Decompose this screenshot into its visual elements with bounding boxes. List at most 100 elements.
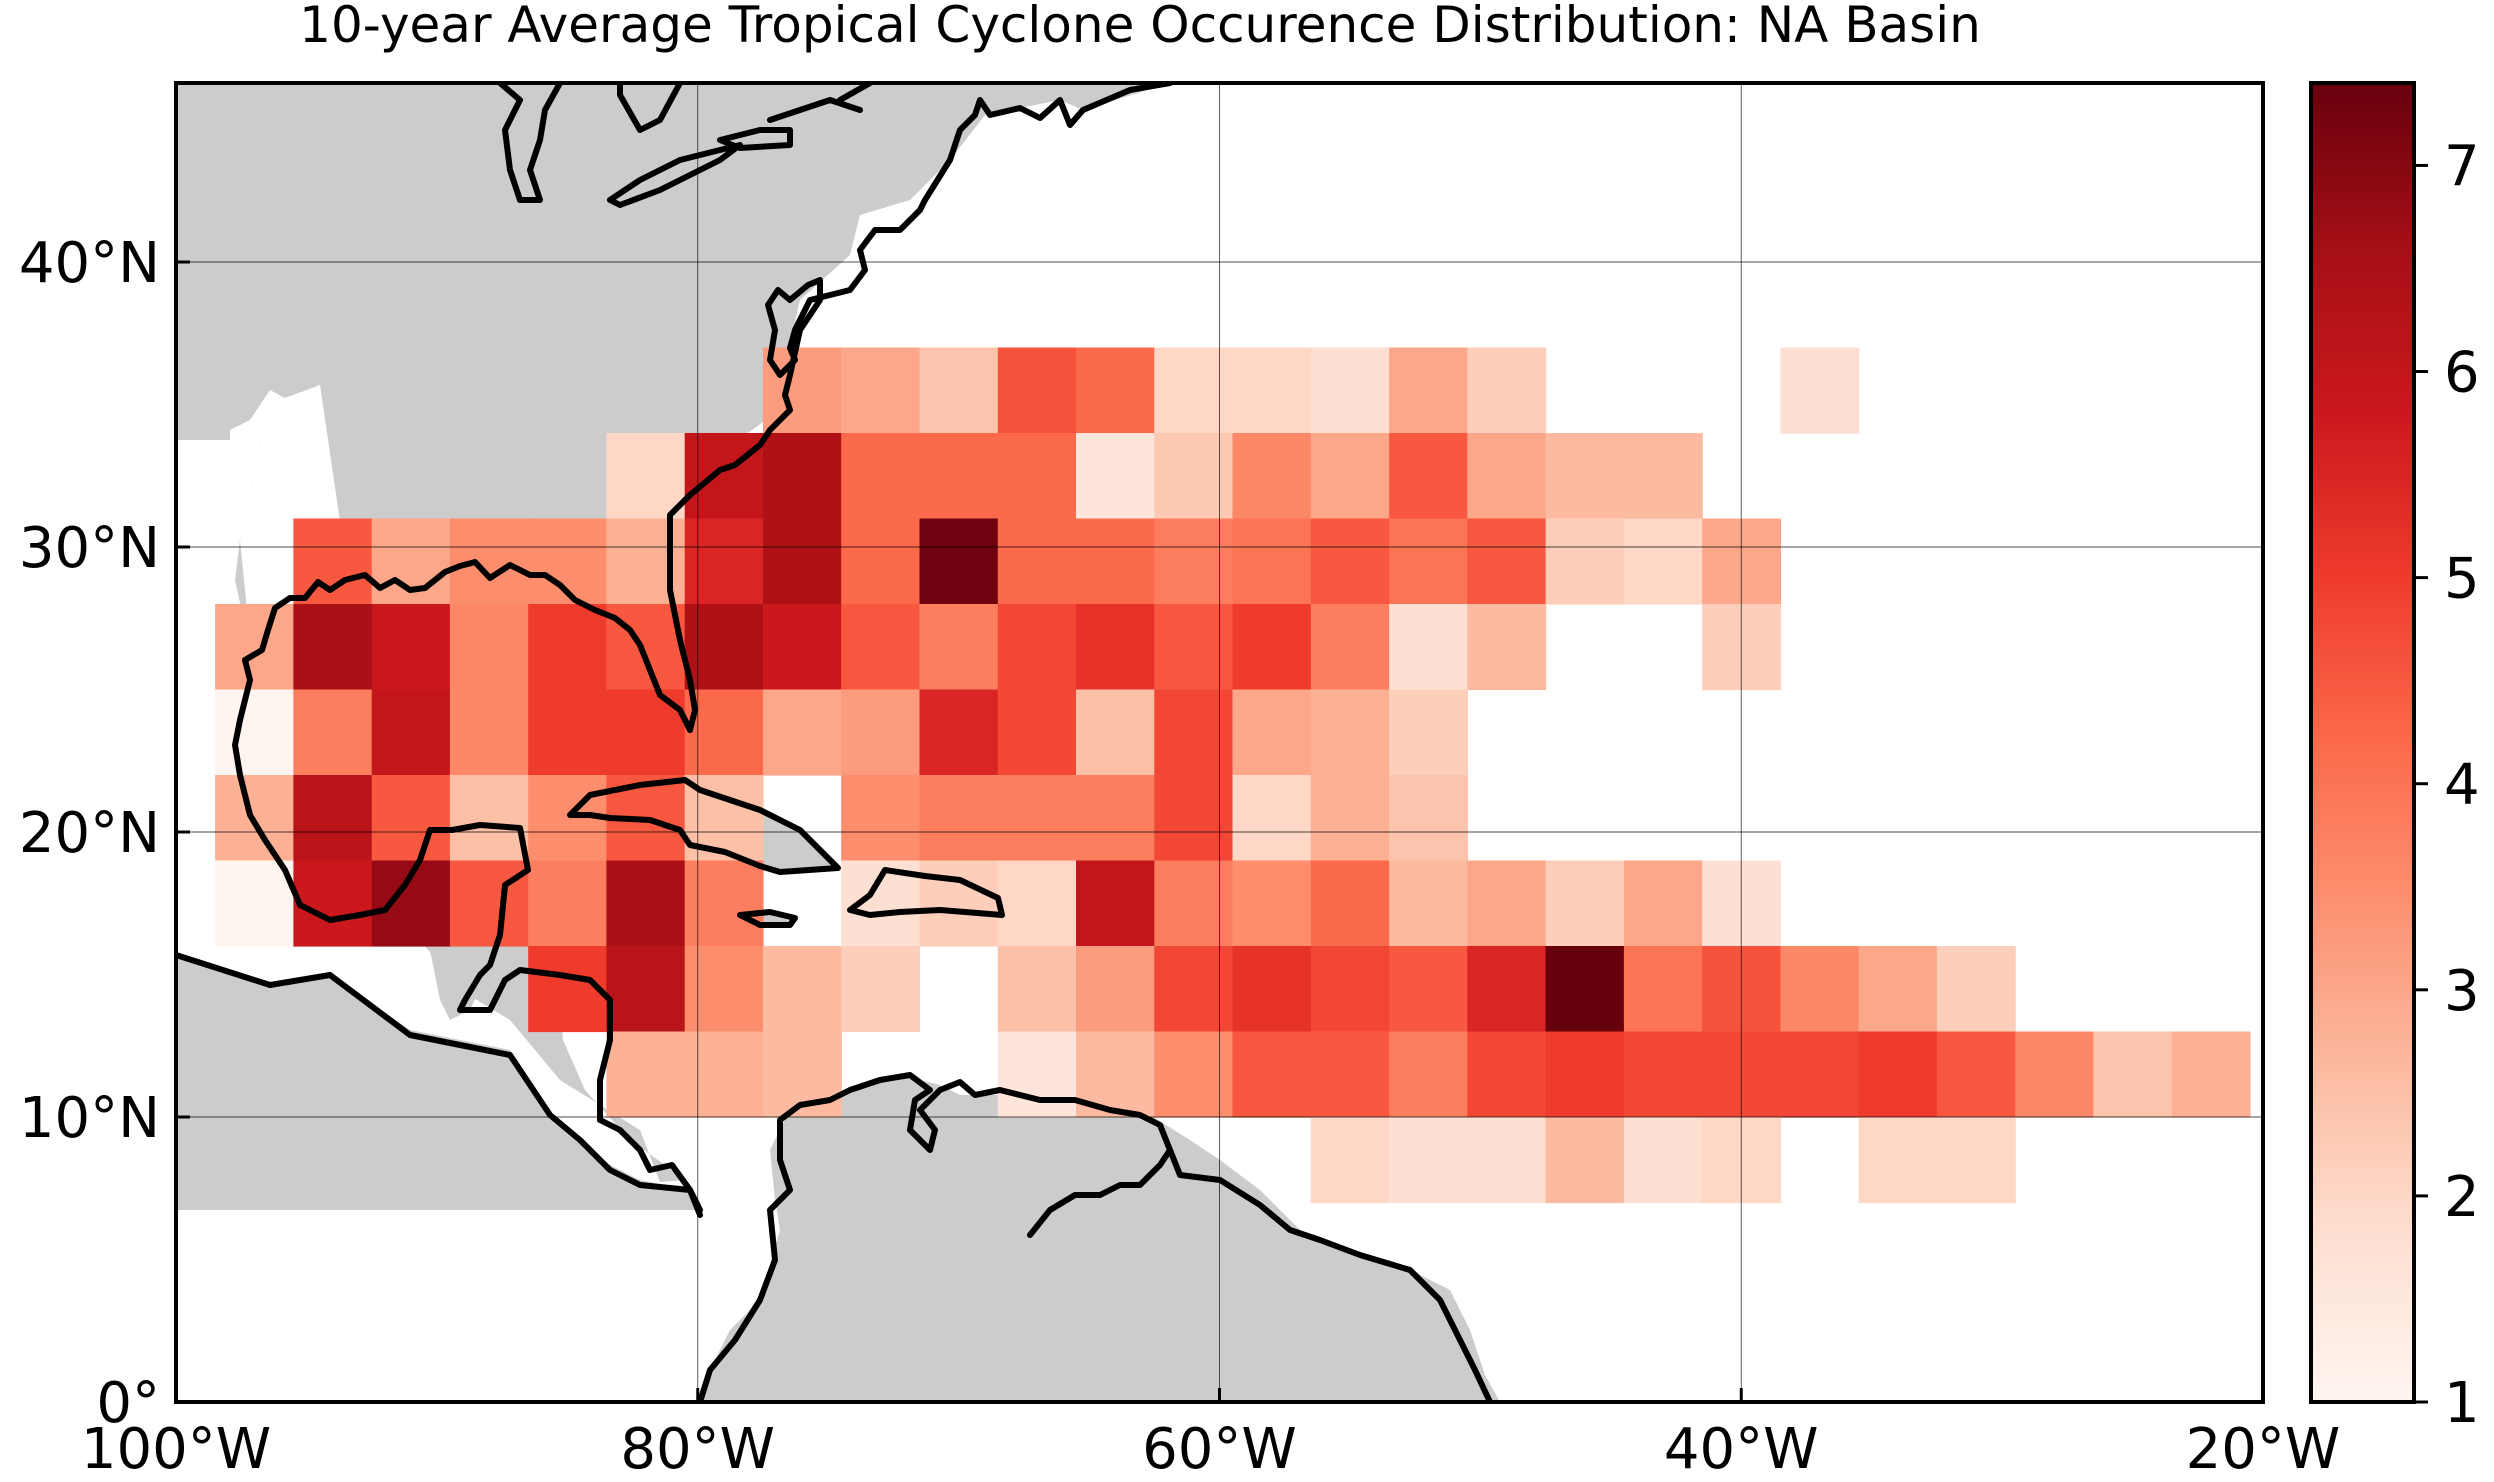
heatmap-cell bbox=[1467, 1031, 1547, 1118]
heatmap-cell bbox=[2093, 1031, 2173, 1118]
heatmap-cell bbox=[763, 604, 842, 691]
heatmap-cell bbox=[1310, 1031, 1390, 1118]
heatmap-cell bbox=[1545, 860, 1625, 947]
heatmap-cell bbox=[1389, 775, 1468, 862]
heatmap-cell bbox=[1310, 347, 1390, 434]
heatmap-cell bbox=[997, 689, 1077, 776]
heatmap-cell bbox=[763, 347, 842, 434]
heatmap-cell bbox=[1232, 860, 1312, 947]
heatmap-cell bbox=[215, 604, 294, 691]
heatmap-cell bbox=[997, 946, 1077, 1033]
heatmap-cell bbox=[841, 604, 921, 691]
heatmap-cell bbox=[997, 1031, 1077, 1118]
heatmap-cell bbox=[528, 946, 608, 1033]
heatmap-cell bbox=[1310, 433, 1390, 520]
north-america-east-coast bbox=[667, 83, 1173, 733]
heatmap-cell bbox=[1232, 775, 1312, 862]
heatmap-cell bbox=[293, 775, 373, 862]
colorbar-fill bbox=[2311, 83, 2414, 1402]
colorbar-tick-label: 3 bbox=[2444, 959, 2480, 1024]
heatmap-cell bbox=[1858, 1031, 1938, 1118]
heatmap-cell bbox=[919, 347, 999, 434]
heatmap-layer bbox=[215, 347, 2251, 1204]
heatmap-cell bbox=[1232, 946, 1312, 1033]
colorbar-tick-label: 5 bbox=[2444, 547, 2480, 612]
heatmap-cell bbox=[684, 946, 764, 1033]
heatmap-cell bbox=[1623, 433, 1703, 520]
heatmap-cell bbox=[1154, 689, 1234, 776]
heatmap-cell bbox=[919, 775, 999, 862]
florida-gulf-coast bbox=[232, 559, 703, 1213]
heatmap-cell bbox=[1467, 860, 1547, 947]
heatmap-cell bbox=[1310, 689, 1390, 776]
heatmap-cell bbox=[1545, 1031, 1625, 1118]
heatmap-cell bbox=[1232, 1031, 1312, 1118]
heatmap-cell bbox=[1154, 604, 1234, 691]
heatmap-cell bbox=[1780, 946, 1860, 1033]
heatmap-cell bbox=[841, 347, 921, 434]
hispaniola-coast bbox=[847, 867, 1005, 918]
jamaica-coast bbox=[737, 909, 798, 928]
heatmap-cell bbox=[1154, 347, 1234, 434]
heatmap-cell bbox=[1936, 946, 2016, 1033]
colorbar: 1 2 3 4 5 6 7 bbox=[2309, 81, 2480, 1436]
heatmap-cell bbox=[1310, 946, 1390, 1033]
central-america-pacific-coast bbox=[176, 952, 703, 1218]
heatmap-cell bbox=[1076, 433, 1155, 520]
heatmap-cell bbox=[919, 860, 999, 947]
heatmap-cell bbox=[1467, 433, 1547, 520]
heatmap-cell bbox=[1389, 1031, 1468, 1118]
great-lakes-coast bbox=[497, 83, 873, 208]
heatmap-cell bbox=[763, 946, 842, 1033]
heatmap-cell bbox=[919, 433, 999, 520]
heatmap-cell bbox=[919, 518, 999, 605]
heatmap-cell bbox=[1623, 860, 1703, 947]
heatmap-cell bbox=[1154, 775, 1234, 862]
heatmap-cell bbox=[1310, 1117, 1390, 1204]
heatmap-cell bbox=[1310, 518, 1390, 605]
heatmap-cell bbox=[1467, 604, 1547, 691]
colorbar-tick-label: 7 bbox=[2444, 134, 2480, 199]
heatmap-cell bbox=[997, 604, 1077, 691]
heatmap-cell bbox=[1389, 347, 1468, 434]
heatmap-cell bbox=[1076, 518, 1155, 605]
heatmap-cell bbox=[606, 946, 686, 1033]
heatmap-cell bbox=[528, 604, 608, 691]
heatmap-cell bbox=[1389, 689, 1468, 776]
y-axis-tick-label: 10°N bbox=[19, 1086, 160, 1151]
heatmap-cell bbox=[1545, 518, 1625, 605]
heatmap-cell bbox=[684, 604, 764, 691]
heatmap-cell bbox=[763, 518, 842, 605]
heatmap-cell bbox=[1623, 1031, 1703, 1118]
heatmap-cell bbox=[763, 689, 842, 776]
orinoco-coast bbox=[1027, 1147, 1173, 1238]
heatmap-cell bbox=[841, 518, 921, 605]
heatmap-cell bbox=[1623, 1117, 1703, 1204]
south-america-land bbox=[700, 1075, 1500, 1402]
y-axis: 0° 10°N 20°N 30°N 40°N bbox=[19, 231, 190, 1436]
heatmap-cell bbox=[528, 689, 608, 776]
colorbar-ticks: 1 2 3 4 5 6 7 bbox=[2414, 134, 2480, 1436]
heatmap-cell bbox=[1467, 347, 1547, 434]
heatmap-cell bbox=[1154, 518, 1234, 605]
heatmap-cell bbox=[215, 860, 294, 947]
gridlines bbox=[176, 83, 2263, 1402]
y-axis-tick-label: 30°N bbox=[19, 516, 160, 581]
heatmap-cell bbox=[1545, 433, 1625, 520]
heatmap-cell bbox=[1154, 1031, 1234, 1118]
x-axis-tick-label: 100°W bbox=[81, 1417, 271, 1482]
colorbar-frame bbox=[2309, 81, 2416, 1404]
heatmap-cell bbox=[1232, 347, 1312, 434]
heatmap-cell bbox=[1154, 860, 1234, 947]
heatmap-cell bbox=[1076, 689, 1155, 776]
heatmap-cell bbox=[293, 860, 373, 947]
heatmap-cell bbox=[1936, 1031, 2016, 1118]
heatmap-cell bbox=[371, 604, 451, 691]
heatmap-cell bbox=[684, 433, 764, 520]
heatmap-cell bbox=[371, 775, 451, 862]
heatmap-cell bbox=[1232, 518, 1312, 605]
heatmap-cell bbox=[1310, 604, 1390, 691]
heatmap-cell bbox=[293, 604, 373, 691]
heatmap-cell bbox=[841, 689, 921, 776]
central-america-land bbox=[176, 955, 700, 1210]
